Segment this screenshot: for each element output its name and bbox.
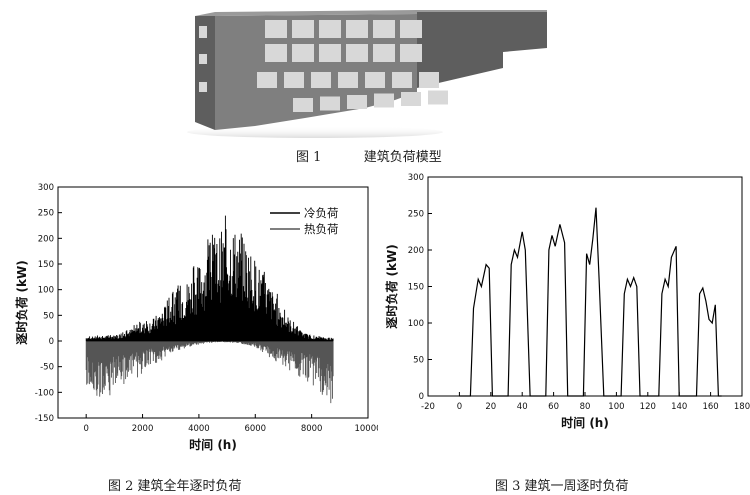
window bbox=[284, 72, 304, 88]
figure1-caption-text: 建筑负荷模型 bbox=[363, 150, 442, 165]
window bbox=[400, 20, 422, 38]
window bbox=[311, 72, 331, 88]
window bbox=[319, 20, 341, 38]
window bbox=[392, 72, 412, 88]
figure1-caption-number: 图 1 bbox=[296, 150, 322, 165]
window bbox=[373, 44, 395, 62]
building-main-top bbox=[195, 10, 417, 16]
window bbox=[373, 20, 395, 38]
x-tick-label: -20 bbox=[421, 402, 435, 412]
y-tick-label: 150 bbox=[408, 283, 424, 293]
window bbox=[292, 44, 314, 62]
x-tick-label: 180 bbox=[734, 402, 750, 412]
building-model-image bbox=[187, 10, 547, 138]
y-tick-label: 300 bbox=[408, 173, 424, 183]
window bbox=[365, 72, 385, 88]
side-window bbox=[199, 26, 207, 38]
window bbox=[338, 72, 358, 88]
x-axis-label: 时间 (h) bbox=[189, 437, 237, 452]
window bbox=[374, 93, 394, 108]
y-tick-label: 150 bbox=[38, 260, 54, 270]
window bbox=[320, 96, 340, 111]
ground-shadow bbox=[187, 126, 443, 138]
window bbox=[265, 44, 287, 62]
legend-label: 冷负荷 bbox=[304, 206, 339, 220]
y-tick-label: 100 bbox=[38, 286, 54, 296]
y-tick-label: -150 bbox=[35, 414, 54, 424]
annual-load-chart: 0 2000 4000 6000 8000 10000 -150 -100 -50 0 50 100 1… bbox=[14, 183, 378, 452]
window bbox=[419, 72, 439, 88]
x-tick-label: 80 bbox=[580, 402, 591, 412]
y-tick-label: 250 bbox=[38, 209, 54, 219]
window bbox=[293, 98, 313, 112]
x-tick-label: 0 bbox=[83, 424, 88, 434]
figure3-caption: 图 3 建筑一周逐时负荷 bbox=[495, 479, 629, 494]
y-tick-label: 0 bbox=[49, 337, 54, 347]
y-tick-label: 250 bbox=[408, 210, 424, 220]
window bbox=[265, 20, 287, 38]
x-tick-label: 0 bbox=[457, 402, 462, 412]
y-tick-label: -50 bbox=[40, 363, 54, 373]
x-tick-label: 120 bbox=[640, 402, 656, 412]
weekly-load-line bbox=[459, 207, 722, 397]
building-side-face bbox=[195, 16, 215, 130]
y-axis-label: 逐时负荷 (kW) bbox=[14, 260, 29, 344]
y-tick-label: 200 bbox=[408, 246, 424, 256]
window bbox=[347, 95, 367, 109]
window bbox=[346, 20, 368, 38]
building-windows bbox=[257, 20, 448, 112]
window bbox=[400, 44, 422, 62]
x-tick-label: 2000 bbox=[132, 424, 154, 434]
heating-load-series bbox=[85, 341, 334, 404]
x-tick-label: 160 bbox=[702, 402, 718, 412]
weekly-load-chart: -20 0 20 40 60 80 100 120 140 160 1800501001502002… bbox=[384, 173, 750, 430]
y-tick-label: 300 bbox=[38, 183, 54, 193]
y-tick-label: 200 bbox=[38, 234, 54, 244]
y-tick-label: 50 bbox=[43, 311, 54, 321]
window bbox=[428, 90, 448, 105]
x-tick-label: 6000 bbox=[244, 424, 266, 434]
plot-frame bbox=[57, 186, 369, 419]
building-wing bbox=[417, 12, 547, 88]
y-tick-label: 100 bbox=[408, 319, 424, 329]
window bbox=[292, 20, 314, 38]
legend-label: 热负荷 bbox=[304, 222, 339, 236]
building-roof bbox=[415, 10, 547, 12]
x-tick-label: 140 bbox=[671, 402, 687, 412]
window bbox=[401, 92, 421, 106]
side-window bbox=[199, 54, 207, 64]
x-tick-label: 40 bbox=[517, 402, 528, 412]
window bbox=[257, 72, 277, 88]
x-tick-label: 8000 bbox=[301, 424, 323, 434]
x-tick-label: 60 bbox=[548, 402, 559, 412]
y-axis-label: 逐时负荷 (kW) bbox=[384, 244, 399, 328]
x-axis-label: 时间 (h) bbox=[561, 415, 609, 430]
y-tick-label: 0 bbox=[419, 392, 424, 402]
window bbox=[346, 44, 368, 62]
cooling-load-series bbox=[85, 215, 334, 341]
x-tick-label: 10000 bbox=[354, 424, 378, 434]
x-tick-label: 4000 bbox=[188, 424, 210, 434]
side-window bbox=[199, 82, 207, 92]
figure2-caption: 图 2 建筑全年逐时负荷 bbox=[108, 479, 242, 494]
plot-frame bbox=[427, 176, 743, 397]
x-tick-label: 20 bbox=[485, 402, 496, 412]
figure1-caption: 图 1 建筑负荷模型 bbox=[296, 146, 442, 165]
window bbox=[319, 44, 341, 62]
y-tick-label: -100 bbox=[35, 388, 54, 398]
y-tick-label: 50 bbox=[413, 356, 424, 366]
x-tick-label: 100 bbox=[608, 402, 624, 412]
